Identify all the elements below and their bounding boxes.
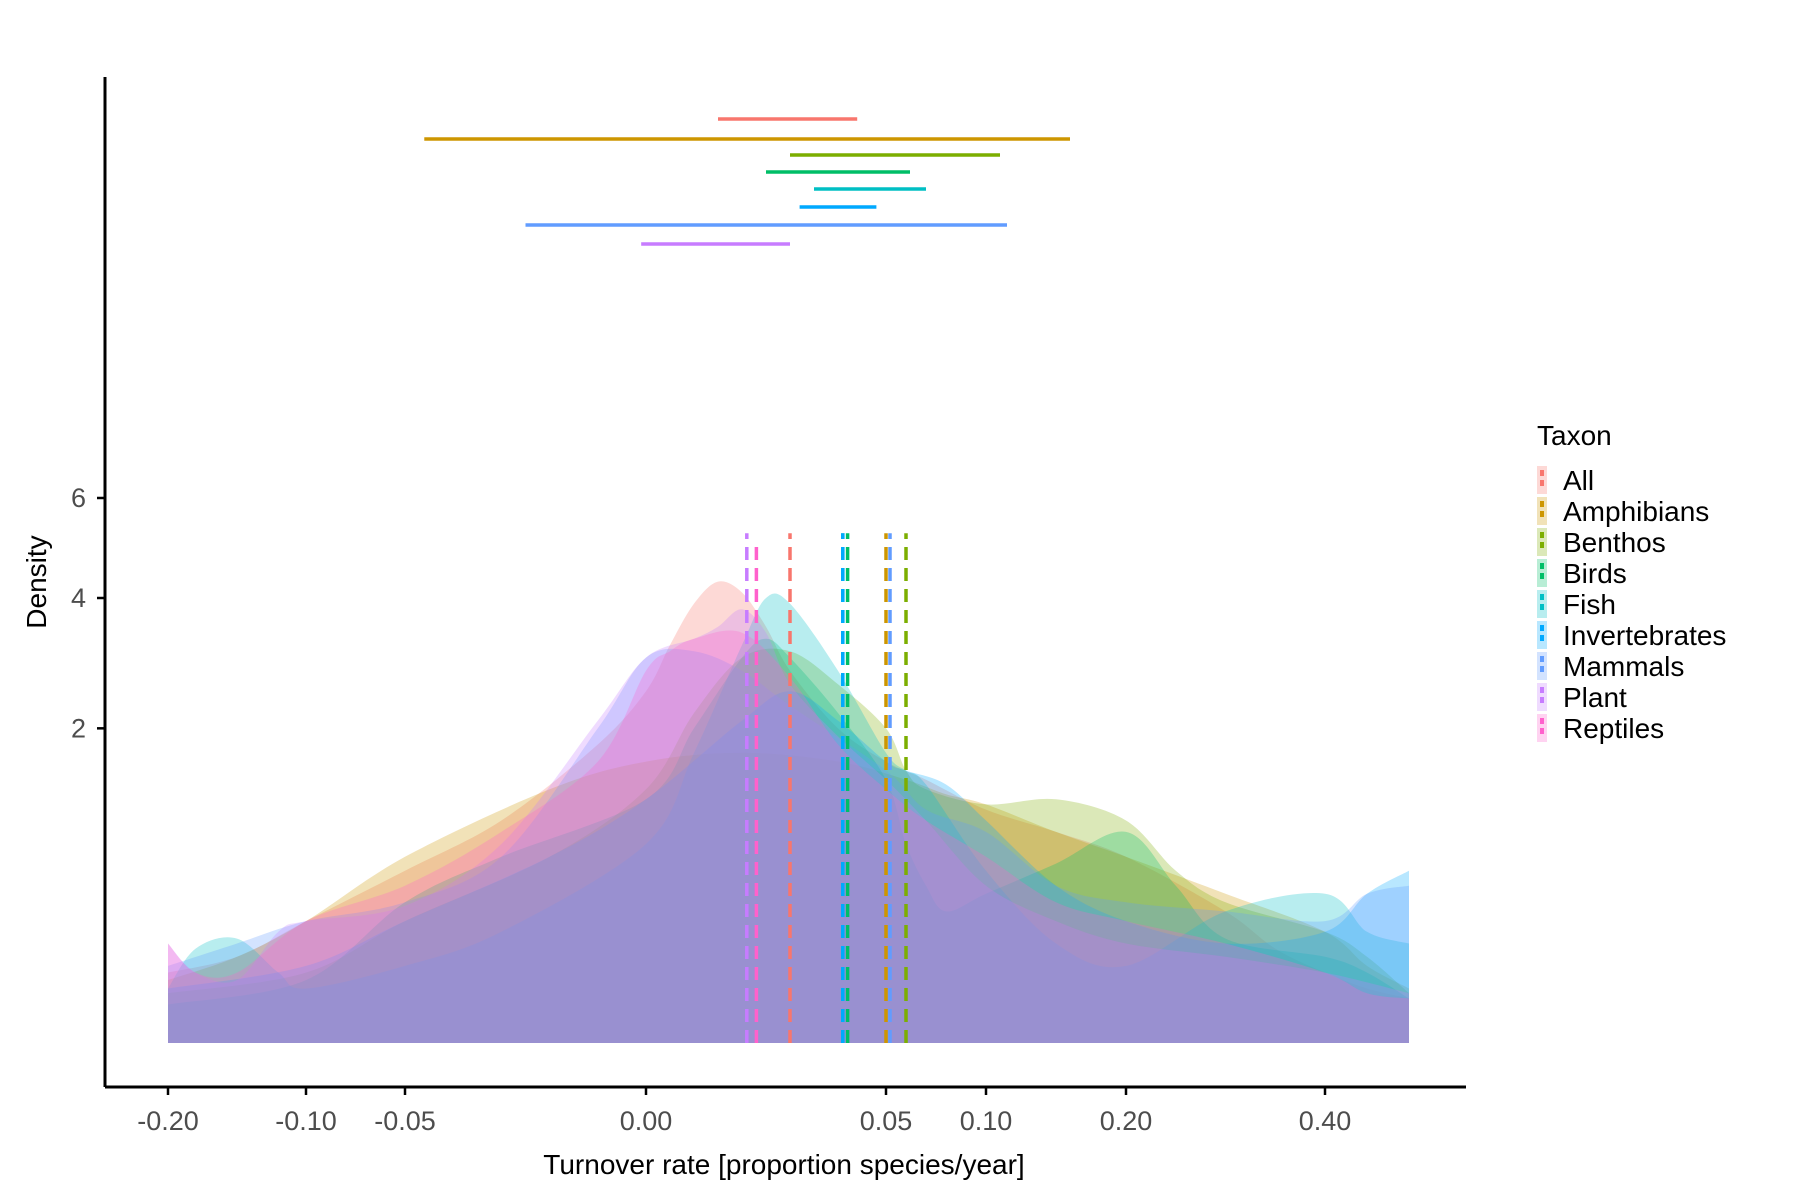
legend-item-amphibians: Amphibians: [1537, 496, 1709, 527]
x-tick-label: 0.10: [960, 1106, 1013, 1136]
legend-label: Birds: [1563, 558, 1627, 589]
legend-item-invertebrates: Invertebrates: [1537, 620, 1726, 651]
legend-label: Fish: [1563, 589, 1616, 620]
density-area-reptiles: [168, 630, 1409, 1043]
legend-label: Invertebrates: [1563, 620, 1726, 651]
legend-item-fish: Fish: [1537, 589, 1616, 620]
x-tick-label: 0.40: [1299, 1106, 1352, 1136]
x-tick-label: -0.05: [374, 1106, 436, 1136]
legend-label: Amphibians: [1563, 496, 1709, 527]
x-tick-label: 0.05: [860, 1106, 913, 1136]
density-areas: [168, 581, 1409, 1043]
x-tick-label: 0.20: [1100, 1106, 1153, 1136]
x-tick-label: -0.10: [275, 1106, 337, 1136]
density-area-all: [168, 581, 1409, 1043]
legend-item-plant: Plant: [1537, 682, 1627, 713]
legend-label: All: [1563, 465, 1594, 496]
x-tick-label: -0.20: [137, 1106, 199, 1136]
density-area-fish: [168, 593, 1409, 1043]
y-axis-ticks: 2 4 6: [71, 483, 105, 743]
legend-label: Mammals: [1563, 651, 1684, 682]
ci-bars: [424, 117, 1070, 246]
legend-label: Reptiles: [1563, 713, 1664, 744]
legend-item-all: All: [1537, 465, 1594, 496]
x-axis-title: Turnover rate [proportion species/year]: [543, 1149, 1024, 1180]
legend: Taxon AllAmphibiansBenthosBirdsFishInver…: [1537, 420, 1726, 744]
legend-label: Benthos: [1563, 527, 1666, 558]
legend-items: AllAmphibiansBenthosBirdsFishInvertebrat…: [1537, 465, 1726, 744]
legend-item-benthos: Benthos: [1537, 527, 1666, 558]
legend-title: Taxon: [1537, 420, 1612, 451]
density-area-birds: [168, 638, 1409, 1043]
density-area-amphibians: [168, 752, 1409, 1043]
legend-item-mammals: Mammals: [1537, 651, 1684, 682]
y-tick-label: 6: [71, 483, 86, 513]
mean-lines: [745, 533, 908, 1043]
x-axis-ticks: -0.20 -0.10 -0.05 0.00 0.05 0.10 0.20 0.40: [137, 1087, 1351, 1136]
legend-label: Plant: [1563, 682, 1627, 713]
legend-item-reptiles: Reptiles: [1537, 713, 1664, 744]
legend-item-birds: Birds: [1537, 558, 1627, 589]
y-tick-label: 4: [71, 583, 86, 613]
y-tick-label: 2: [71, 713, 86, 743]
y-axis-title: Density: [21, 535, 52, 628]
x-tick-label: 0.00: [620, 1106, 673, 1136]
